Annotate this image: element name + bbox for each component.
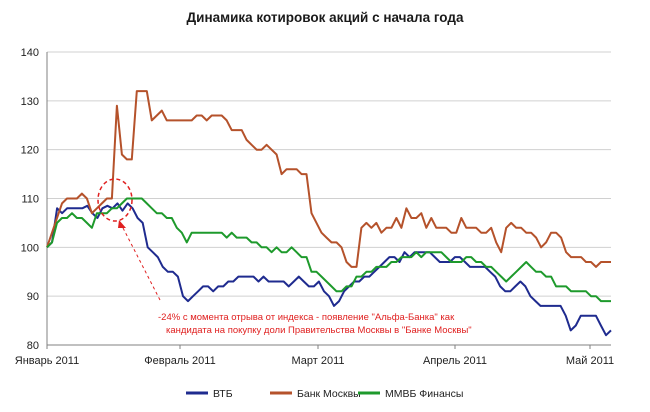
- y-tick-label: 120: [21, 145, 39, 157]
- series-lines: [46, 90, 612, 337]
- x-tick-label: Февраль 2011: [144, 355, 215, 367]
- x-tick-label: Январь 2011: [15, 355, 79, 367]
- annotation-line-2: кандидата на покупку доли Правительства …: [166, 325, 472, 336]
- legend-label: Банк Москвы: [297, 388, 361, 400]
- y-tick-label: 140: [21, 47, 39, 59]
- legend: ВТБ Банк Москвы ММВБ Финансы: [186, 388, 463, 400]
- chart-title: Динамика котировок акций с начала года: [187, 10, 464, 25]
- y-tick-label: 100: [21, 242, 39, 254]
- y-tick-label: 110: [21, 194, 39, 206]
- axes: 80 90 100 110 120 130 140 Январь 2011 Февраль 20…: [15, 47, 614, 367]
- x-tick-label: Май 2011: [566, 355, 614, 367]
- series-line-0: [46, 202, 612, 337]
- y-tick-label: 80: [27, 340, 39, 352]
- x-tick-label: Март 2011: [291, 355, 344, 367]
- legend-label: ММВБ Финансы: [385, 388, 463, 400]
- annotation: -24% с момента отрыва от индекса - появл…: [97, 178, 472, 336]
- annotation-arrowhead: [118, 220, 126, 228]
- annotation-arrow: [120, 223, 161, 301]
- y-tick-label: 90: [27, 291, 39, 303]
- annotation-line-1: -24% с момента отрыва от индекса - появл…: [158, 312, 455, 323]
- legend-label: ВТБ: [213, 388, 233, 400]
- highlight-ellipse: [97, 178, 133, 222]
- series-line-2: [46, 197, 611, 303]
- y-tick-label: 130: [21, 96, 39, 108]
- series-line-1: [46, 90, 611, 268]
- x-tick-label: Апрель 2011: [423, 355, 487, 367]
